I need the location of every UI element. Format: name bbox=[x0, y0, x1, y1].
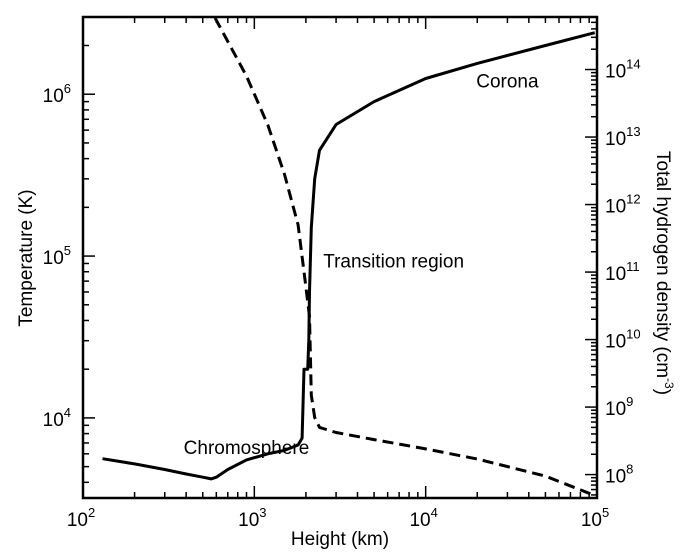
y2-tick-label: 1012 bbox=[605, 192, 641, 218]
y2-tick-label: 1013 bbox=[605, 124, 641, 150]
annotation-label: Chromosphere bbox=[184, 438, 310, 459]
y-tick-label-base: 10 bbox=[43, 410, 64, 431]
y2-tick-label-exp: 11 bbox=[626, 259, 640, 274]
y2-tick-label-exp: 14 bbox=[626, 57, 640, 72]
y-tick-label-exp: 4 bbox=[64, 405, 71, 420]
y2-tick-label-base: 10 bbox=[605, 129, 626, 150]
y2-tick-label-exp: 12 bbox=[626, 192, 640, 207]
series-layer bbox=[102, 17, 596, 497]
x-tick-label-exp: 3 bbox=[259, 505, 266, 520]
x-tick-label-base: 10 bbox=[238, 510, 259, 531]
y2-tick-label: 1011 bbox=[605, 259, 640, 285]
y2-tick-label: 1010 bbox=[605, 327, 641, 353]
y-tick-label-base: 10 bbox=[43, 86, 64, 107]
y2-tick-label-base: 10 bbox=[605, 197, 626, 218]
x-tick-label-base: 10 bbox=[581, 510, 602, 531]
y2-axis-label-sup: -3 bbox=[662, 378, 676, 389]
y2-tick-label-exp: 9 bbox=[626, 394, 633, 409]
y-tick-label-exp: 6 bbox=[64, 81, 71, 96]
y2-tick-label-base: 10 bbox=[605, 399, 626, 420]
y2-tick-label-base: 10 bbox=[605, 264, 626, 285]
annotation-label: Transition region bbox=[323, 251, 464, 272]
y2-tick-label-exp: 10 bbox=[626, 327, 640, 342]
y2-tick-label-base: 10 bbox=[605, 62, 626, 83]
annotations: Corona Transition region Chromosphere bbox=[184, 72, 539, 459]
x-tick-label: 102 bbox=[67, 505, 95, 531]
y-tick-label: 106 bbox=[43, 81, 71, 107]
y2-tick-label: 1014 bbox=[605, 57, 641, 83]
x-axis-label: Height (km) bbox=[291, 529, 389, 550]
x-tick-label-exp: 5 bbox=[602, 505, 609, 520]
density-line bbox=[213, 17, 594, 497]
x-tick-label-base: 10 bbox=[409, 510, 430, 531]
x-tick-label: 105 bbox=[581, 505, 609, 531]
y-tick-label: 105 bbox=[43, 243, 71, 269]
y2-axis-label-end: ) bbox=[652, 389, 673, 395]
ticks: 102 103 104 1051041051061081091010101110121… bbox=[43, 16, 641, 531]
y2-tick-label-exp: 13 bbox=[626, 124, 640, 139]
x-tick-label: 103 bbox=[238, 505, 266, 531]
y2-tick-label: 109 bbox=[605, 394, 633, 420]
x-tick-label: 104 bbox=[409, 505, 437, 531]
y2-tick-label: 108 bbox=[605, 462, 633, 488]
plot-frame bbox=[81, 15, 599, 500]
x-tick-label-exp: 2 bbox=[88, 505, 95, 520]
y-tick-label-base: 10 bbox=[43, 248, 64, 269]
x-tick-label-exp: 4 bbox=[431, 505, 438, 520]
annotation-label: Corona bbox=[476, 72, 539, 93]
y-axis-label: Temperature (K) bbox=[16, 189, 37, 326]
y2-tick-label-exp: 8 bbox=[626, 462, 633, 477]
y-tick-label-exp: 5 bbox=[64, 243, 71, 258]
y2-tick-label-base: 10 bbox=[605, 332, 626, 353]
y-tick-label: 104 bbox=[43, 405, 71, 431]
temperature-line bbox=[102, 31, 596, 481]
x-tick-label-base: 10 bbox=[67, 510, 88, 531]
y2-tick-label-base: 10 bbox=[605, 467, 626, 488]
y2-axis-label: Total hydrogen density (cm-3) bbox=[652, 151, 676, 395]
